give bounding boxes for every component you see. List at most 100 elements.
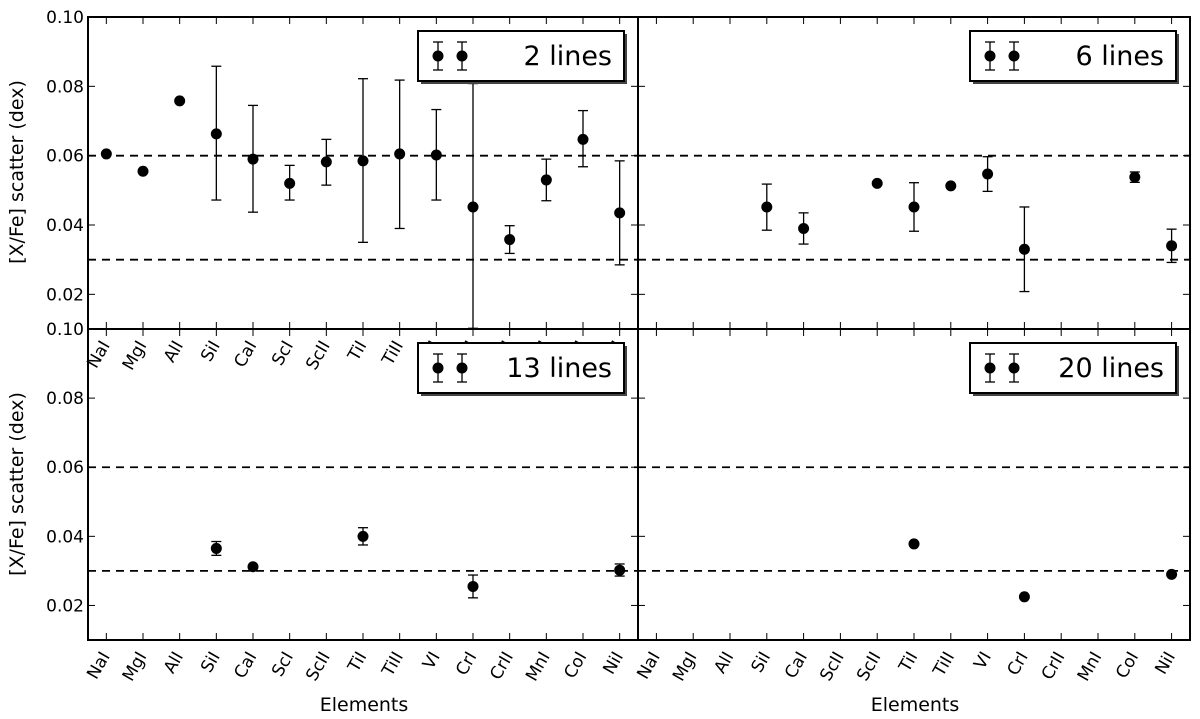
data-point-cri <box>467 580 479 592</box>
legend-label: 13 lines <box>506 353 612 384</box>
y-tick-label: 0.02 <box>46 285 84 305</box>
data-point-cai <box>247 561 259 573</box>
x-tick-label-sii: SiI <box>748 649 776 677</box>
data-point-nai <box>100 148 112 160</box>
legend: 2 lines <box>417 30 627 84</box>
x-tick-label-cai: CaI <box>230 338 261 372</box>
x-tick-label-nii: NiI <box>599 649 628 678</box>
x-tick-label-cai: CaI <box>781 649 812 683</box>
x-tick-label-nai: NaI <box>83 649 114 683</box>
legend-marker-1 <box>984 50 996 62</box>
x-tick-label-tii: TiI <box>344 338 372 366</box>
data-point-coi <box>1129 171 1141 183</box>
x-tick-label-tii: TiI <box>344 649 372 677</box>
x-tick-label-coi: CoI <box>1112 649 1143 683</box>
data-point-tii <box>908 201 920 213</box>
y-tick-label: 0.04 <box>46 216 84 236</box>
x-tick-label-sci: ScI <box>268 338 298 370</box>
legend: 6 lines <box>969 30 1179 84</box>
data-point-tii <box>357 155 369 167</box>
y-tick-label: 0.04 <box>46 527 84 547</box>
x-axis-label-right: Elements <box>871 694 960 716</box>
data-point-sii <box>761 201 773 213</box>
x-tick-label-tiii: TiII <box>378 649 408 681</box>
legend-marker-2 <box>1008 50 1020 62</box>
y-tick-label: 0.08 <box>46 77 84 97</box>
data-point-cri <box>1018 243 1030 255</box>
data-point-ali <box>174 95 186 107</box>
legend: 20 lines <box>969 342 1179 396</box>
data-point-tiii <box>394 148 406 160</box>
data-point-scii <box>320 156 332 168</box>
x-tick-label-tii: TiI <box>895 649 923 677</box>
legend-box <box>417 342 625 394</box>
x-tick-label-scii: ScII <box>853 649 885 685</box>
data-point-sii <box>210 128 222 140</box>
legend-marker-2 <box>1008 362 1020 374</box>
data-point-mni <box>540 174 552 186</box>
x-tick-label-cai: CaI <box>230 649 261 683</box>
data-point-vi <box>982 168 994 180</box>
data-point-tii <box>908 538 920 550</box>
legend-box <box>417 30 625 82</box>
x-tick-label-scii: ScII <box>816 649 848 685</box>
x-tick-label-mgi: MgI <box>669 649 702 685</box>
y-axis-label-bottom: [X/Fe] scatter (dex) <box>6 392 28 576</box>
data-point-nii <box>614 207 626 219</box>
x-tick-label-mni: MnI <box>1074 649 1107 685</box>
x-tick-label-vi: VI <box>419 649 445 673</box>
panel-top-right: 6 lines <box>637 16 1191 330</box>
data-point-crii <box>504 234 516 246</box>
x-tick-label-cri: CrI <box>1003 649 1032 680</box>
data-point-mgi <box>137 165 149 177</box>
data-point-vi <box>430 149 442 161</box>
x-tick-label-crii: CrII <box>486 649 518 684</box>
data-point-nii <box>614 564 626 576</box>
data-point-nii <box>1166 240 1178 252</box>
legend-box <box>969 342 1177 394</box>
x-tick-label-vi: VI <box>970 649 996 673</box>
x-tick-label-coi: CoI <box>560 649 591 683</box>
legend-box <box>969 30 1177 82</box>
legend-marker-2 <box>456 362 468 374</box>
data-point-coi <box>577 133 589 145</box>
x-axis-label-left: Elements <box>320 694 409 716</box>
legend-marker-1 <box>984 362 996 374</box>
legend-marker-2 <box>456 50 468 62</box>
x-tick-label-sii: SiI <box>197 338 225 366</box>
y-tick-label: 0.10 <box>46 320 84 340</box>
panel-bottom-right: NaI MgI AlI SiI CaI ScII ScII TiI TiII VI CrI CrII M… <box>633 328 1191 685</box>
legend-marker-1 <box>432 362 444 374</box>
y-axis-label-top: [X/Fe] scatter (dex) <box>6 80 28 264</box>
data-point-cri <box>1018 591 1030 603</box>
data-point-tii <box>357 530 369 542</box>
x-tick-label-ali: AlI <box>160 338 188 367</box>
x-tick-label-crii: CrII <box>1038 649 1070 684</box>
data-point-cai <box>247 153 259 165</box>
x-tick-label-mgi: MgI <box>119 649 152 685</box>
x-tick-label-nii: NiI <box>1151 649 1180 678</box>
legend-label: 20 lines <box>1058 353 1164 384</box>
y-tick-label: 0.08 <box>46 389 84 409</box>
x-tick-label-mgi: MgI <box>119 338 152 374</box>
legend-label: 2 lines <box>523 41 612 72</box>
y-tick-label: 0.02 <box>46 596 84 616</box>
x-tick-label-scii: ScII <box>302 338 334 374</box>
x-tick-label-sci: ScI <box>268 649 298 681</box>
legend-label: 6 lines <box>1075 41 1164 72</box>
x-tick-label-scii: ScII <box>302 649 334 685</box>
data-point-cri <box>467 201 479 213</box>
x-tick-label-tiii: TiII <box>929 649 959 681</box>
y-tick-label: 0.10 <box>46 8 84 28</box>
data-point-nii <box>1166 568 1178 580</box>
legend-marker-1 <box>432 50 444 62</box>
data-point-sci <box>284 177 296 189</box>
x-tick-label-tiii: TiII <box>378 338 408 370</box>
y-tick-label: 0.06 <box>46 147 84 167</box>
x-tick-label-nai: NaI <box>633 649 664 683</box>
x-tick-label-ali: AlI <box>160 649 188 678</box>
